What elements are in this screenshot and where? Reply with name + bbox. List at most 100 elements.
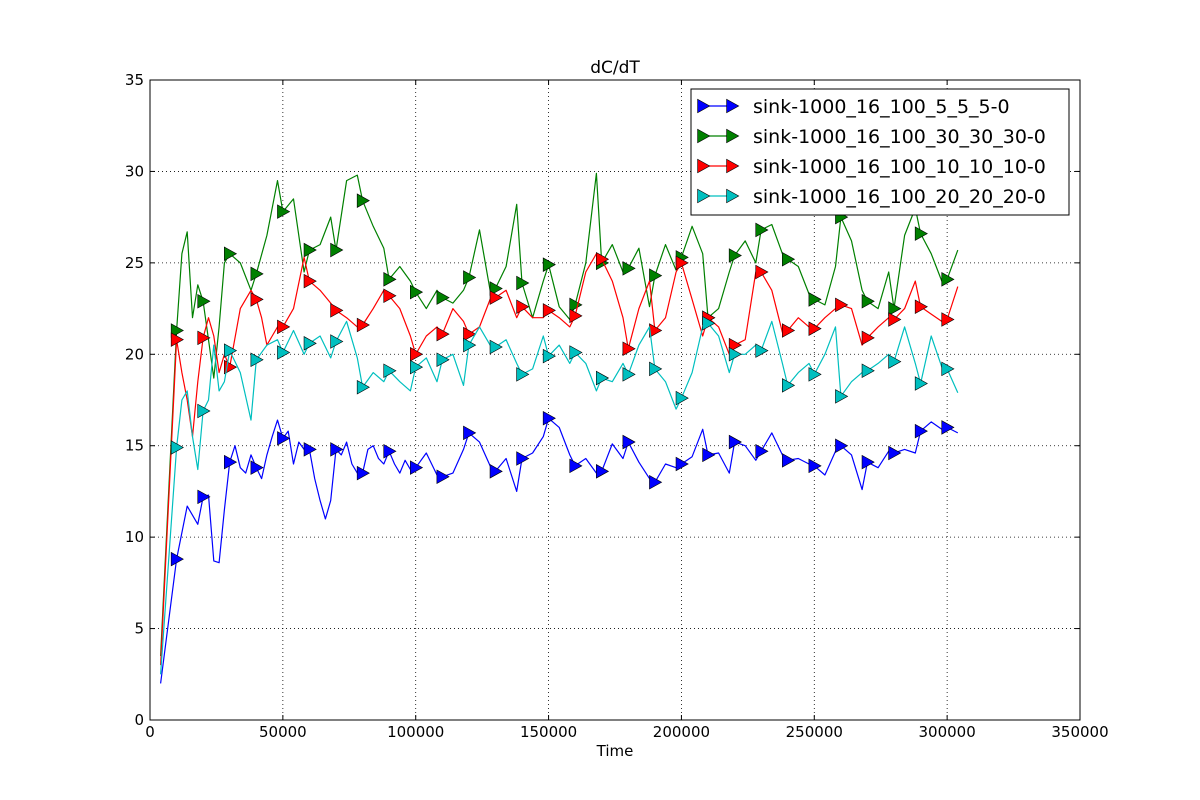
data-point-marker bbox=[755, 343, 769, 358]
data-point-marker bbox=[383, 272, 397, 287]
data-point-marker bbox=[782, 378, 796, 393]
data-point-marker bbox=[330, 303, 344, 318]
data-point-marker bbox=[861, 363, 875, 379]
legend-label: sink-1000_16_100_20_20_20-0 bbox=[753, 186, 1046, 208]
legend-label: sink-1000_16_100_5_5_5-0 bbox=[753, 96, 1010, 118]
data-point-marker bbox=[330, 242, 344, 258]
data-point-marker bbox=[170, 551, 184, 567]
data-point-marker bbox=[303, 242, 317, 258]
data-point-marker bbox=[277, 319, 291, 335]
legend-label: sink-1000_16_100_10_10_10-0 bbox=[753, 156, 1046, 178]
x-tick-label: 100000 bbox=[387, 723, 444, 741]
x-tick-label: 150000 bbox=[520, 723, 577, 741]
series-line bbox=[160, 172, 959, 657]
data-point-marker bbox=[728, 434, 742, 450]
data-point-marker bbox=[835, 438, 849, 453]
data-point-marker bbox=[782, 323, 796, 338]
data-point-marker bbox=[861, 454, 875, 470]
legend: sink-1000_16_100_5_5_5-0 sink-1000_16_100… bbox=[690, 88, 1070, 216]
data-point-marker bbox=[489, 281, 503, 296]
data-point-marker bbox=[675, 255, 689, 271]
legend-marker bbox=[697, 188, 711, 204]
data-point-marker bbox=[569, 345, 583, 360]
data-point-marker bbox=[888, 301, 902, 316]
plot-frame bbox=[149, 79, 1081, 721]
x-tick-label: 250000 bbox=[786, 723, 843, 741]
legend-marker bbox=[726, 158, 740, 174]
data-point-marker bbox=[622, 261, 636, 276]
data-point-marker bbox=[489, 464, 503, 479]
data-point-marker bbox=[569, 308, 583, 324]
data-point-marker bbox=[410, 284, 424, 300]
data-point-marker bbox=[224, 246, 238, 261]
data-point-marker bbox=[596, 464, 610, 479]
data-point-marker bbox=[197, 293, 211, 309]
data-point-marker bbox=[303, 442, 317, 457]
data-point-marker bbox=[277, 204, 291, 219]
series-2 bbox=[160, 251, 959, 666]
data-point-marker bbox=[356, 379, 370, 395]
y-tick-label: 5 bbox=[134, 620, 144, 638]
data-point-marker bbox=[197, 330, 211, 346]
data-point-marker bbox=[861, 293, 875, 309]
legend-item: sink-1000_16_100_20_20_20-0 bbox=[697, 186, 1046, 208]
data-point-marker bbox=[463, 425, 477, 441]
data-point-marker bbox=[303, 336, 317, 351]
data-point-marker bbox=[569, 297, 583, 313]
data-point-marker bbox=[383, 443, 397, 459]
data-point-marker bbox=[436, 326, 450, 342]
data-point-marker bbox=[463, 326, 477, 342]
legend-marker bbox=[726, 98, 740, 114]
data-point-marker bbox=[383, 363, 397, 379]
axis-ticks: 0 50000 100000 150000 200000 250000 300000 3500… bbox=[125, 71, 1109, 741]
series-3 bbox=[160, 315, 959, 675]
data-point-marker bbox=[888, 445, 902, 461]
data-point-marker bbox=[224, 343, 238, 358]
data-point-marker bbox=[197, 489, 211, 505]
legend-marker bbox=[697, 98, 711, 114]
data-point-marker bbox=[410, 460, 424, 475]
legend-marker bbox=[697, 128, 711, 144]
data-point-marker bbox=[516, 299, 530, 315]
data-point-marker bbox=[728, 347, 742, 362]
y-tick-label: 10 bbox=[125, 528, 144, 546]
legend-marker bbox=[697, 158, 711, 174]
data-point-marker bbox=[622, 434, 636, 450]
data-point-marker bbox=[542, 257, 556, 272]
data-point-marker bbox=[861, 330, 875, 346]
legend-marker bbox=[726, 188, 740, 204]
grid-lines bbox=[150, 80, 1080, 720]
data-point-marker bbox=[728, 248, 742, 263]
data-point-marker bbox=[941, 420, 955, 435]
data-point-marker bbox=[914, 423, 928, 439]
data-point-marker bbox=[170, 323, 184, 338]
data-point-marker bbox=[516, 367, 530, 382]
data-point-marker bbox=[649, 361, 663, 377]
data-point-marker bbox=[808, 367, 822, 382]
data-point-marker bbox=[170, 440, 184, 455]
x-tick-label: 50000 bbox=[259, 723, 307, 741]
data-point-marker bbox=[755, 443, 769, 459]
data-point-marker bbox=[702, 315, 716, 331]
data-point-marker bbox=[436, 290, 450, 305]
x-tick-label: 200000 bbox=[653, 723, 710, 741]
chart-title: dC/dT bbox=[590, 58, 640, 78]
x-axis-label: Time bbox=[596, 742, 634, 760]
data-point-marker bbox=[782, 251, 796, 267]
data-point-marker bbox=[250, 352, 264, 368]
data-point-marker bbox=[914, 226, 928, 241]
y-tick-label: 20 bbox=[125, 345, 144, 363]
data-point-marker bbox=[835, 297, 849, 313]
data-point-marker bbox=[436, 352, 450, 368]
data-point-marker bbox=[728, 337, 742, 353]
data-point-marker bbox=[542, 411, 556, 426]
data-point-marker bbox=[170, 332, 184, 347]
data-point-marker bbox=[569, 458, 583, 474]
data-point-marker bbox=[303, 273, 317, 289]
series-line bbox=[160, 320, 959, 675]
data-point-marker bbox=[330, 442, 344, 457]
y-tick-label: 0 bbox=[134, 711, 144, 729]
data-point-marker bbox=[835, 389, 849, 404]
data-point-marker bbox=[649, 475, 663, 490]
legend-box bbox=[690, 88, 1070, 216]
